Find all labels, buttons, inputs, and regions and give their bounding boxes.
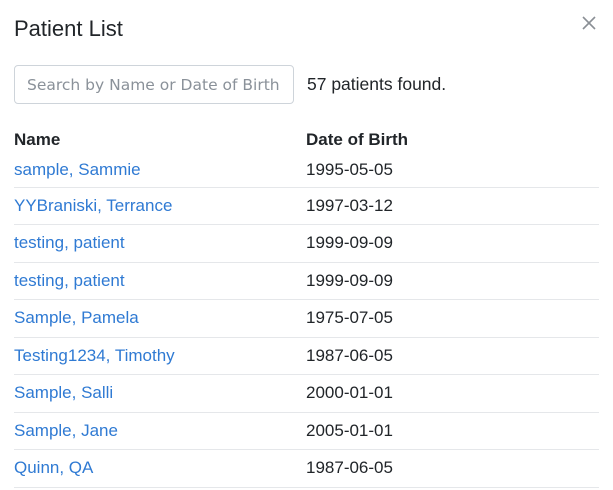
column-header-name: Name [14, 130, 61, 149]
patient-link[interactable]: sample, Sammie [14, 159, 141, 179]
patient-link[interactable]: Quinn, QA [14, 458, 94, 478]
result-count: 57 patients found. [307, 74, 447, 94]
table-header-row: Name Date of Birth [14, 123, 599, 153]
patient-link[interactable]: testing, patient [14, 270, 125, 290]
name-cell: Sample, Jane [14, 412, 306, 450]
dob-cell: 1987-06-05 [306, 449, 599, 488]
modal-title: Patient List [14, 16, 123, 41]
dob-cell: 1997-03-12 [306, 187, 599, 225]
dob-cell: 1999-09-09 [306, 224, 599, 263]
search-input[interactable] [14, 65, 294, 104]
patient-table: Name Date of Birth sample, Sammie 1995-0… [14, 123, 599, 488]
search-row: 57 patients found. [14, 65, 446, 104]
table-row: Quinn, QA 1987-06-05 [14, 449, 599, 488]
name-cell: Sample, Salli [14, 374, 306, 413]
table-row: sample, Sammie 1995-05-05 [14, 153, 599, 188]
dob-cell: 1999-09-09 [306, 262, 599, 300]
patient-link[interactable]: YYBraniski, Terrance [14, 195, 173, 215]
name-cell: Sample, Pamela [14, 299, 306, 338]
dob-cell: 1975-07-05 [306, 299, 599, 338]
dob-cell: 1995-05-05 [306, 153, 599, 188]
table-row: YYBraniski, Terrance 1997-03-12 [14, 187, 599, 225]
dob-cell: 2005-01-01 [306, 412, 599, 450]
patient-link[interactable]: Sample, Jane [14, 420, 118, 440]
patient-link[interactable]: testing, patient [14, 233, 125, 253]
name-cell: YYBraniski, Terrance [14, 187, 306, 225]
name-cell: testing, patient [14, 262, 306, 300]
table-row: Testing1234, Timothy 1987-06-05 [14, 337, 599, 375]
table-row: testing, patient 1999-09-09 [14, 224, 599, 263]
dob-cell: 1987-06-05 [306, 337, 599, 375]
close-button[interactable] [578, 12, 600, 34]
table-row: testing, patient 1999-09-09 [14, 262, 599, 300]
table-row: Sample, Jane 2005-01-01 [14, 412, 599, 450]
dob-cell: 2000-01-01 [306, 374, 599, 413]
table-row: Sample, Pamela 1975-07-05 [14, 299, 599, 338]
patient-link[interactable]: Sample, Salli [14, 383, 114, 403]
name-cell: sample, Sammie [14, 153, 306, 188]
patient-link[interactable]: Testing1234, Timothy [14, 345, 175, 365]
patient-link[interactable]: Sample, Pamela [14, 308, 139, 328]
name-cell: testing, patient [14, 224, 306, 263]
close-icon [582, 16, 596, 30]
name-cell: Testing1234, Timothy [14, 337, 306, 375]
column-header-dob: Date of Birth [306, 130, 408, 149]
name-cell: Quinn, QA [14, 449, 306, 488]
table-row: Sample, Salli 2000-01-01 [14, 374, 599, 413]
